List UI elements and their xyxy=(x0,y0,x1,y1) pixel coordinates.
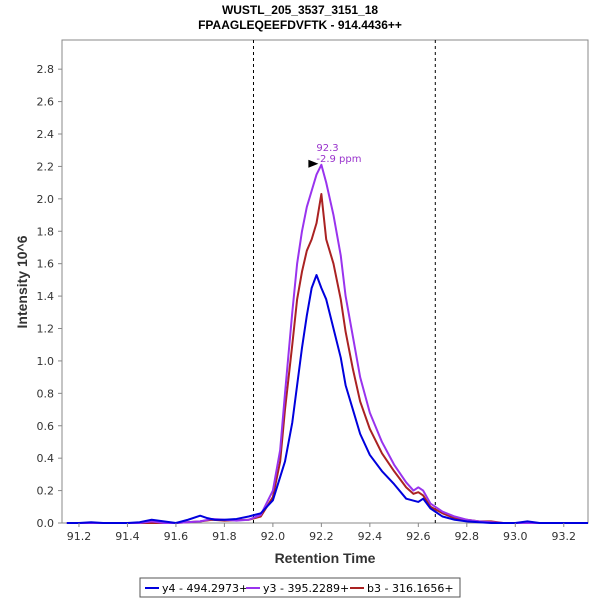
peak-annotation-rt: 92.3 xyxy=(316,143,338,154)
peak-annotation-ppm: -2.9 ppm xyxy=(316,154,361,165)
y-tick-label: 0.0 xyxy=(37,517,55,530)
y-tick-label: 2.6 xyxy=(37,96,55,109)
x-tick-label: 91.8 xyxy=(212,530,237,543)
y-tick-label: 2.0 xyxy=(37,193,55,206)
series-layer xyxy=(66,163,588,524)
legend-entry: y4 - 494.2973+ xyxy=(162,582,248,595)
y-axis-title: Intensity 10^6 xyxy=(14,235,30,328)
y-tick-label: 1.4 xyxy=(37,290,55,303)
legend: y4 - 494.2973+ y3 - 395.2289+ b3 - 316.165… xyxy=(139,577,461,598)
y-tick-label: 0.2 xyxy=(37,485,55,498)
y-tick-label: 1.0 xyxy=(37,355,55,368)
x-axis: 91.2 91.4 91.6 91.8 92.0 92.2 92.4 92.6 92.8 93.0… xyxy=(67,523,576,543)
x-tick-label: 92.6 xyxy=(406,530,431,543)
x-tick-label: 92.4 xyxy=(358,530,383,543)
legend-entry: y3 - 395.2289+ xyxy=(263,582,349,595)
peak-marker-icon xyxy=(308,159,319,168)
y-tick-label: 1.2 xyxy=(37,323,55,336)
y-tick-label: 2.4 xyxy=(37,128,55,141)
x-tick-label: 92.2 xyxy=(309,530,334,543)
x-tick-label: 91.6 xyxy=(164,530,189,543)
y-tick-label: 2.8 xyxy=(37,63,55,76)
legend-box xyxy=(139,577,461,598)
y-tick-label: 1.8 xyxy=(37,225,55,238)
y-tick-label: 2.2 xyxy=(37,160,55,173)
legend-entry: b3 - 316.1656+ xyxy=(367,582,454,595)
x-tick-label: 92.8 xyxy=(455,530,480,543)
series-line-0 xyxy=(66,274,588,524)
y-tick-label: 0.4 xyxy=(37,452,55,465)
plot-area xyxy=(61,39,589,524)
y-axis: 0.0 0.2 0.4 0.6 0.8 1.0 1.2 1.4 1.6 1.8 2.0 2.2 2.4 2… xyxy=(37,63,62,530)
peak-annotation: 92.3 -2.9 ppm xyxy=(308,143,362,168)
x-axis-title: Retention Time xyxy=(275,550,376,566)
x-tick-label: 92.0 xyxy=(261,530,286,543)
y-tick-label: 0.8 xyxy=(37,387,55,400)
x-tick-label: 91.4 xyxy=(115,530,140,543)
x-tick-label: 93.0 xyxy=(503,530,528,543)
chart-subtitle: FPAAGLEQEEFDVFTK - 914.4436++ xyxy=(198,18,402,32)
x-tick-label: 91.2 xyxy=(67,530,92,543)
y-tick-label: 0.6 xyxy=(37,420,55,433)
y-tick-label: 1.6 xyxy=(37,258,55,271)
peak-boundaries xyxy=(252,40,436,523)
x-tick-label: 93.2 xyxy=(552,530,577,543)
chart-title: WUSTL_205_3537_3151_18 xyxy=(222,3,378,17)
